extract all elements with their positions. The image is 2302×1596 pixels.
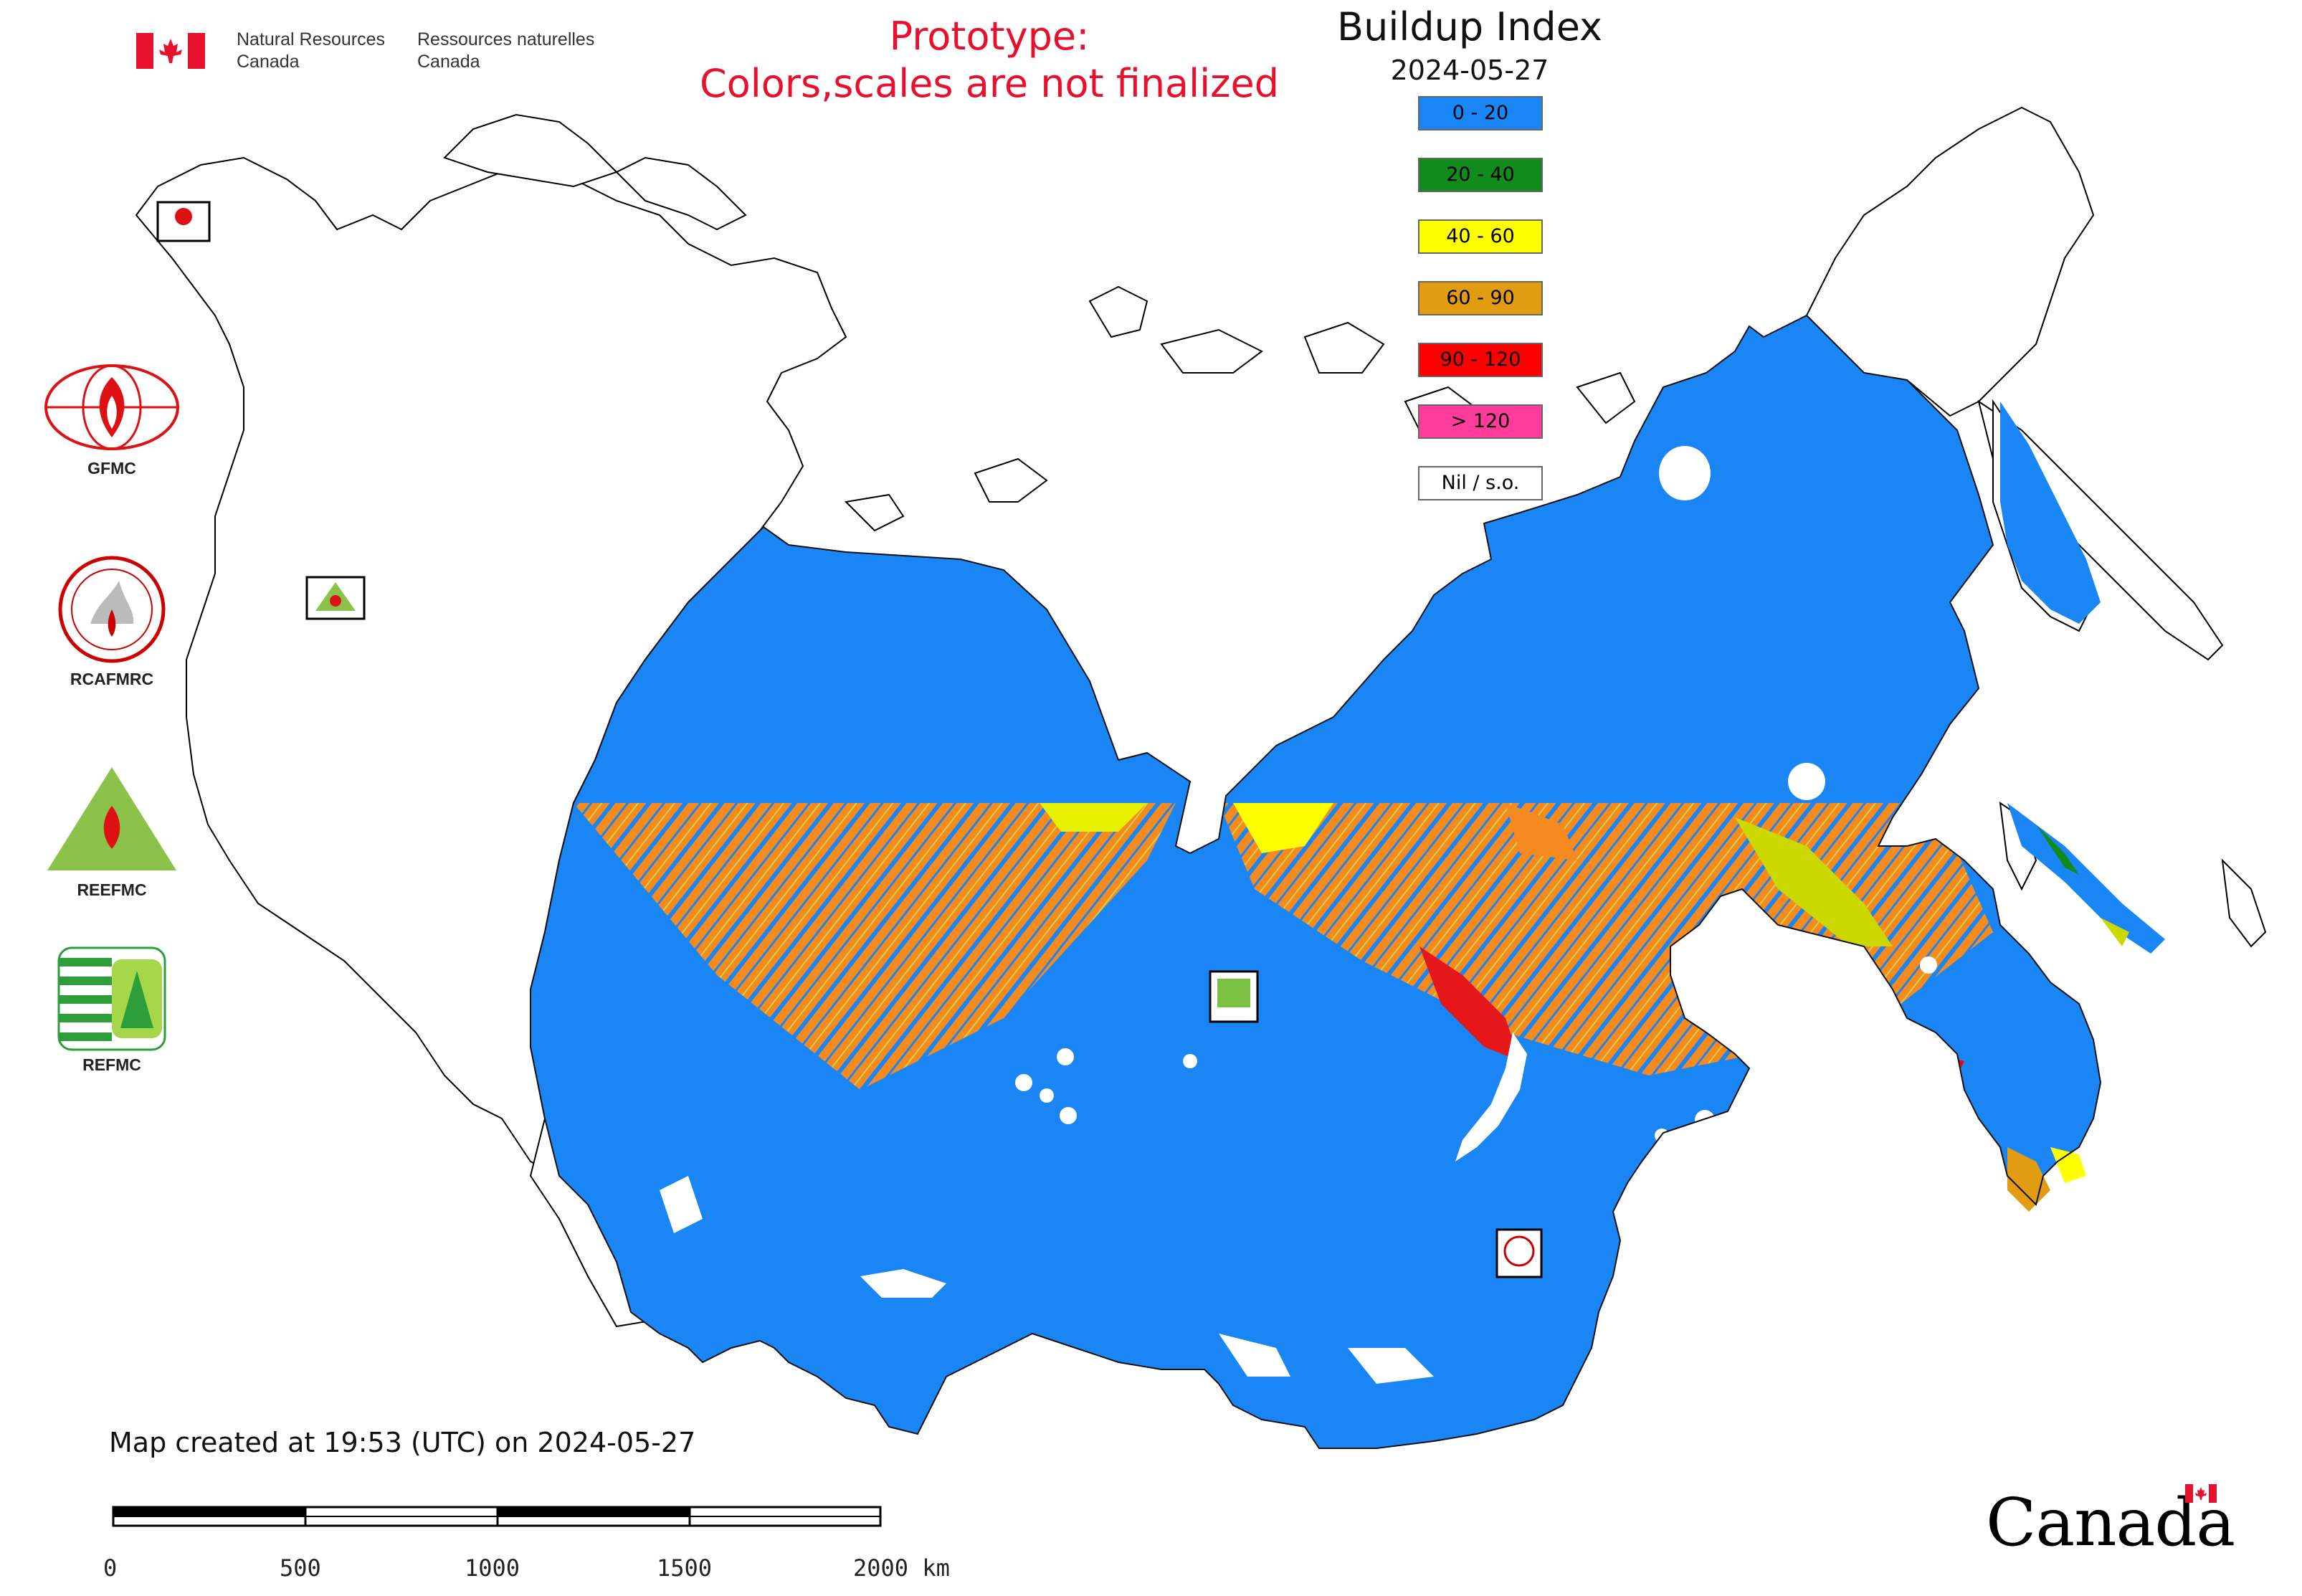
department-name-english: Natural Resources Canada — [237, 29, 386, 72]
prototype-line-1: Prototype: — [889, 14, 1090, 59]
prototype-line-2: Colors,scales are not finalized — [700, 61, 1279, 106]
legend-item-40-60: 40 - 60 — [1418, 219, 1543, 254]
reefmc-logo: REEFMC — [40, 763, 184, 900]
kamchatka-region — [2000, 402, 2101, 624]
legend-item-20-40: 20 - 40 — [1418, 158, 1543, 192]
legend-item-90-120: 90 - 120 — [1418, 343, 1543, 377]
scale-tick-0: 0 — [103, 1554, 118, 1582]
scale-tick-2000: 2000 km — [853, 1554, 950, 1582]
reefmc-label: REEFMC — [77, 880, 147, 899]
scale-bar-graphic — [112, 1506, 882, 1527]
rcafmrc-seal-icon — [58, 556, 166, 663]
map-created-timestamp: Map created at 19:53 (UTC) on 2024-05-27 — [109, 1427, 696, 1458]
prototype-notice: Prototype: Colors,scales are not finaliz… — [631, 13, 1348, 108]
canada-wordmark: Canada — [1986, 1484, 2244, 1570]
canada-wordmark-text: Canada — [1986, 1484, 2235, 1561]
scale-tick-1000: 1000 — [465, 1554, 520, 1582]
sakhalin-region — [2007, 803, 2165, 954]
refmc-label: REFMC — [82, 1055, 141, 1074]
gfmc-map-marker — [156, 201, 211, 242]
legend-item-60-90: 60 - 90 — [1418, 281, 1543, 315]
scale-tick-500: 500 — [280, 1554, 321, 1582]
gfmc-logo: GFMC — [40, 363, 184, 478]
primorye-region — [2007, 1147, 2086, 1212]
rcafmrc-map-marker — [1495, 1228, 1543, 1278]
legend-item-0-20: 0 - 20 — [1418, 96, 1543, 130]
rcafmrc-logo: RCAFMRC — [40, 552, 184, 689]
canada-flag-icon — [136, 33, 205, 69]
wordmark-flag-icon — [2185, 1484, 2217, 1503]
legend-item-nil: Nil / s.o. — [1418, 466, 1543, 500]
rcafmrc-label: RCAFMRC — [70, 670, 154, 688]
gfmc-globe-icon — [44, 364, 179, 450]
refmc-map-marker — [1209, 970, 1259, 1023]
map-title: Buildup Index — [1337, 4, 1602, 49]
scale-tick-1500: 1500 — [657, 1554, 713, 1582]
map-date: 2024-05-27 — [1390, 54, 1549, 86]
refmc-logo: REFMC — [40, 945, 184, 1075]
refmc-sigma-icon — [57, 946, 166, 1051]
legend-item-over-120: > 120 — [1418, 404, 1543, 439]
department-name-french: Ressources naturelles Canada — [417, 29, 595, 72]
gfmc-label: GFMC — [87, 459, 136, 478]
government-signature: Natural Resources Canada Ressources natu… — [136, 29, 638, 79]
reefmc-map-marker — [305, 576, 366, 620]
scale-bar: 0 500 1000 1500 2000 km — [103, 1503, 950, 1589]
basemap-outlines — [135, 106, 2267, 1328]
reefmc-triangle-icon — [47, 767, 176, 870]
